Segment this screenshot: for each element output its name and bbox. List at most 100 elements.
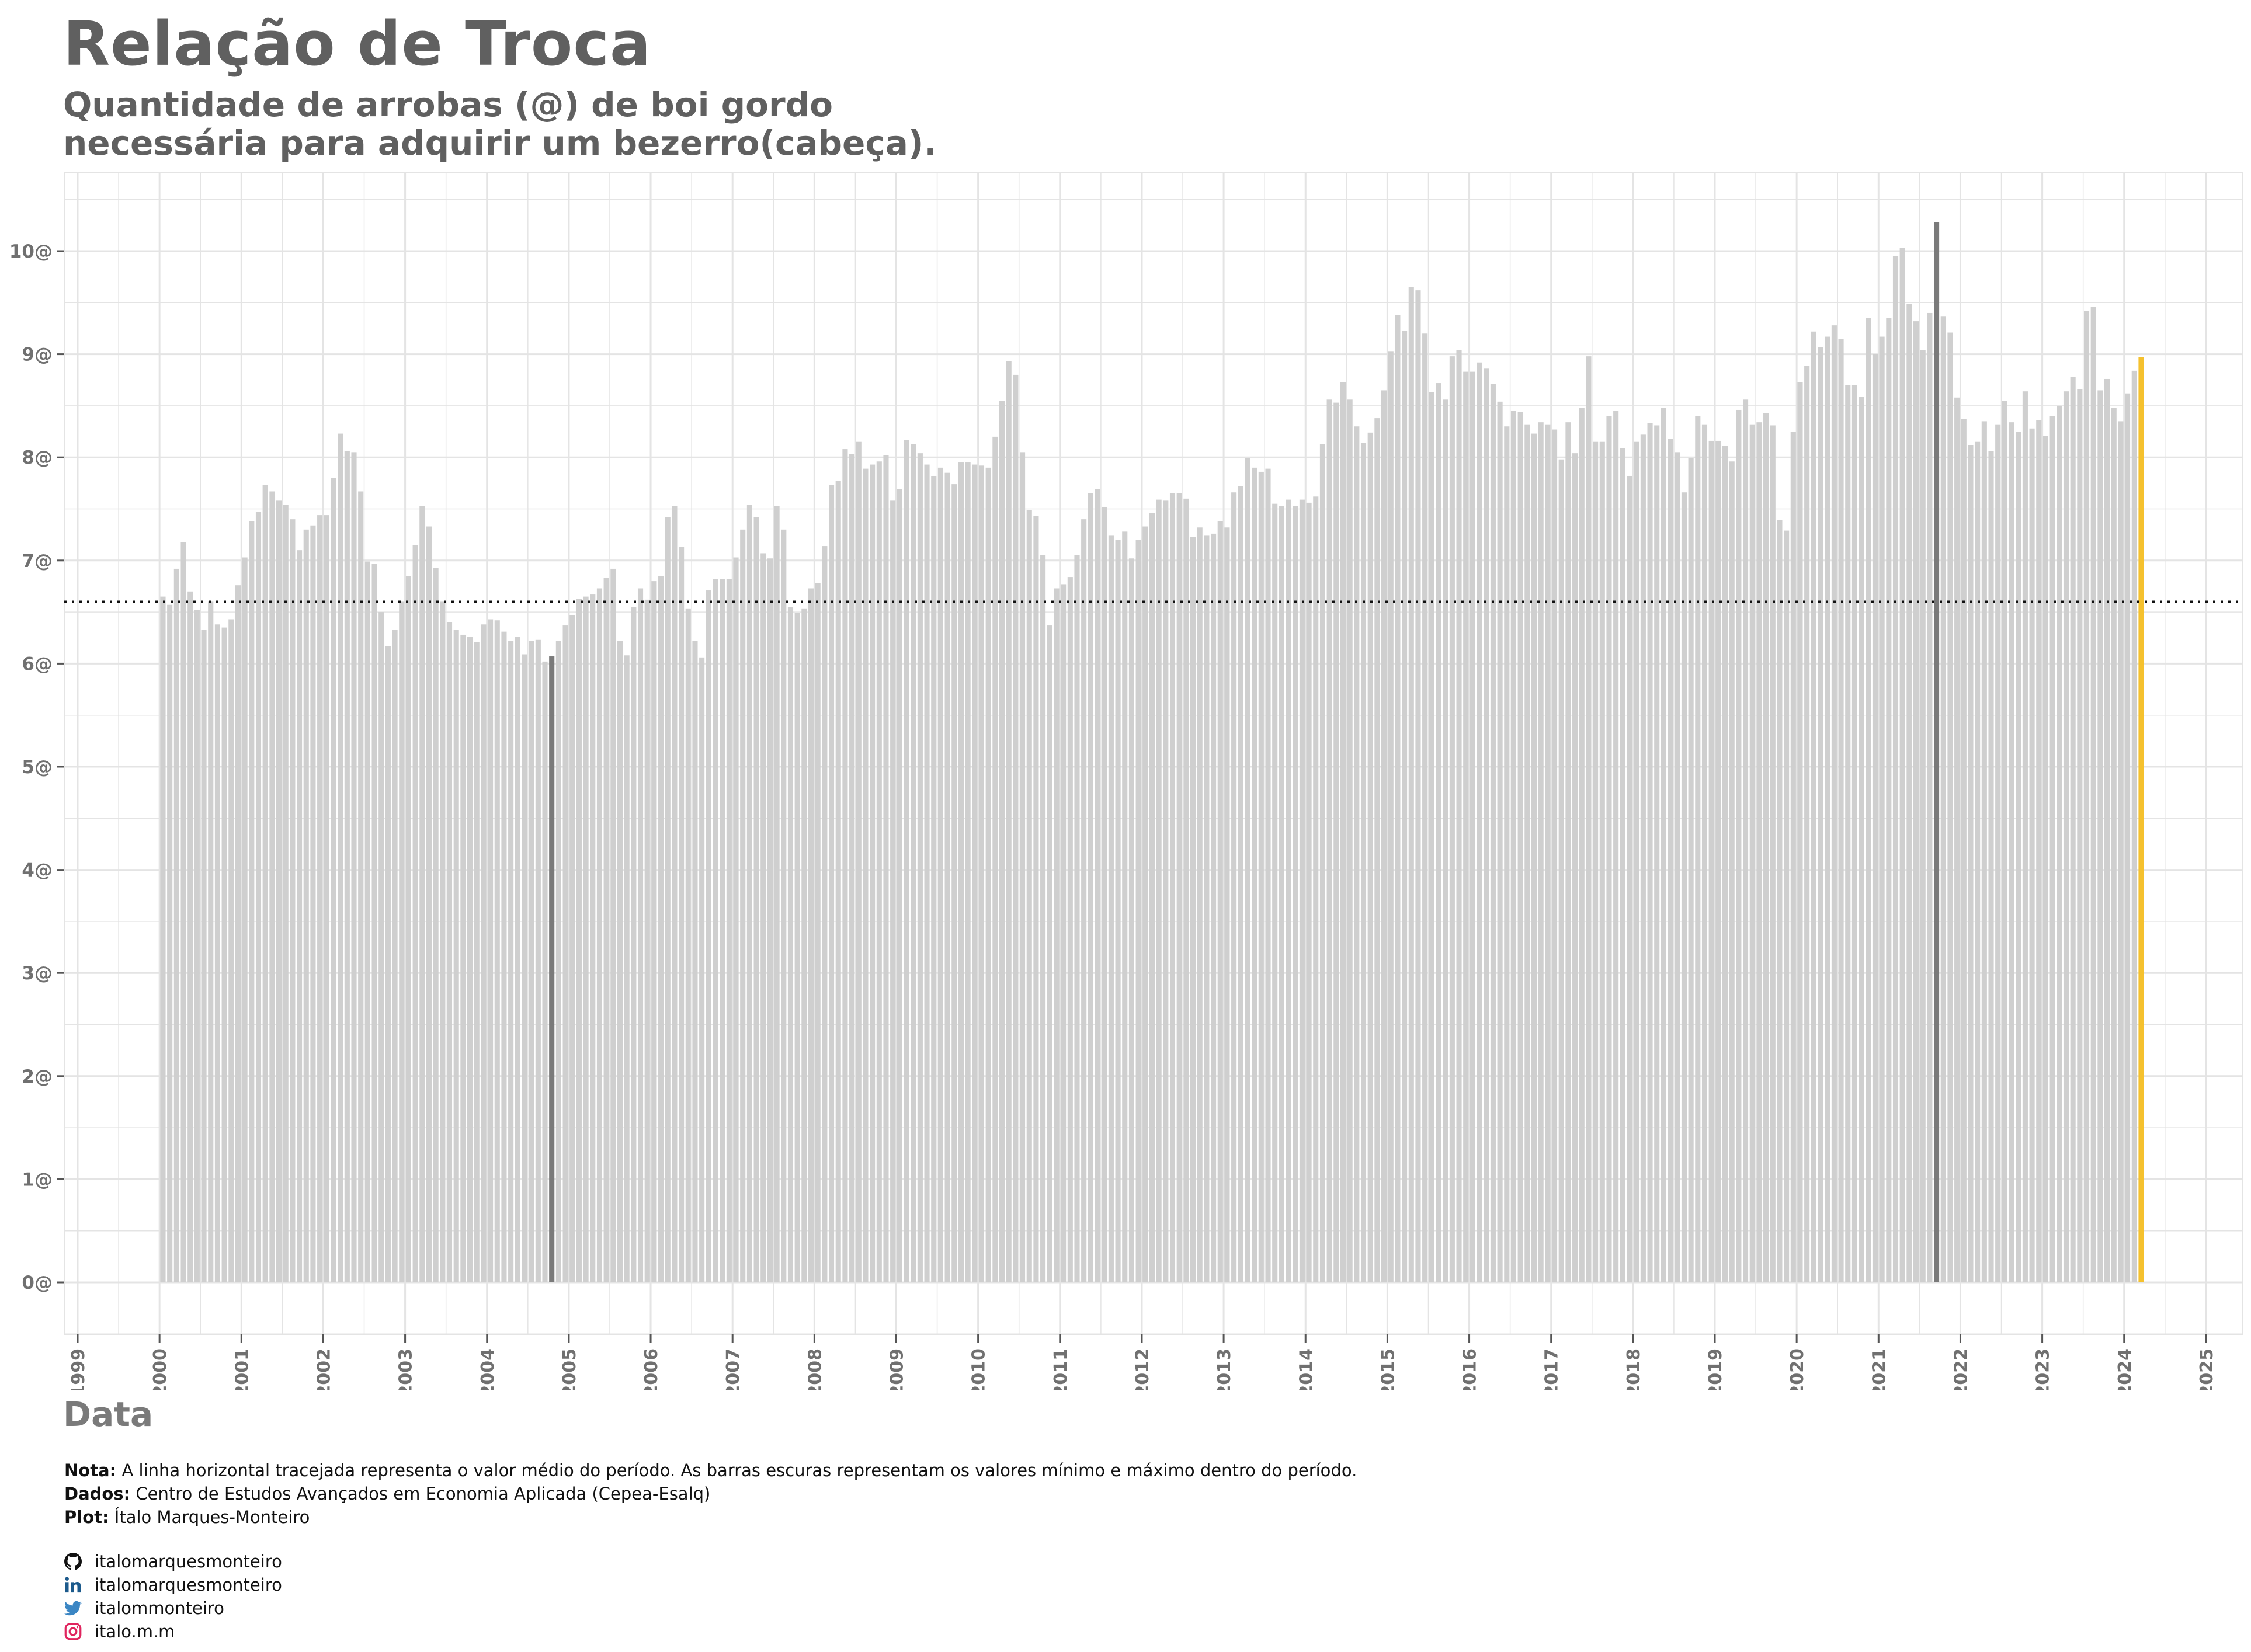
bar <box>426 526 432 1282</box>
bar <box>446 622 453 1282</box>
x-tick-label: 2001 <box>232 1348 252 1390</box>
bar <box>317 515 323 1283</box>
bar <box>1333 402 1339 1282</box>
github-icon <box>64 1553 82 1570</box>
bar <box>1599 441 1605 1283</box>
bar <box>1510 411 1517 1282</box>
bar <box>535 639 541 1282</box>
github-handle: italomarquesmonteiro <box>95 1552 282 1571</box>
bar <box>440 601 446 1282</box>
bar <box>2104 378 2110 1282</box>
x-tick-label: 2002 <box>314 1348 334 1390</box>
bar <box>2002 401 2007 1282</box>
bar <box>1797 382 1803 1282</box>
bar <box>1524 424 1530 1282</box>
bar <box>310 525 316 1282</box>
bar <box>1831 325 1837 1282</box>
note-text: A linha horizontal tracejada representa … <box>121 1460 1357 1480</box>
bar <box>1845 385 1851 1282</box>
bar <box>1429 392 1434 1282</box>
bar <box>1293 506 1298 1282</box>
bar <box>1067 577 1073 1282</box>
bar <box>529 641 534 1282</box>
bar <box>1668 439 1673 1282</box>
bar <box>1272 503 1278 1283</box>
bar <box>1975 441 1981 1283</box>
bar <box>1763 413 1769 1283</box>
bar <box>828 485 835 1282</box>
bar <box>1661 408 1666 1282</box>
bar <box>1517 412 1523 1282</box>
bar <box>760 553 766 1282</box>
bar <box>351 452 357 1282</box>
social-github[interactable]: italomarquesmonteiro <box>64 1550 282 1573</box>
instagram-icon <box>64 1623 82 1640</box>
bar <box>1790 432 1796 1282</box>
bar-latest <box>2138 357 2144 1283</box>
bars-group <box>160 222 2144 1283</box>
bar <box>931 475 937 1282</box>
bar <box>1122 531 1128 1282</box>
bar <box>1142 526 1148 1282</box>
y-tick-label: 6@ <box>22 653 53 674</box>
bar <box>1565 422 1571 1282</box>
bar <box>255 512 262 1282</box>
bar <box>1613 411 1619 1282</box>
x-tick-label: 2015 <box>1378 1348 1398 1390</box>
bar <box>378 612 384 1282</box>
x-tick-label: 2024 <box>2115 1348 2135 1390</box>
bar <box>1688 458 1694 1282</box>
y-tick-label: 3@ <box>22 963 53 984</box>
bar <box>603 578 609 1282</box>
bar <box>1770 425 1776 1282</box>
social-linkedin[interactable]: italomarquesmonteiro <box>64 1573 282 1597</box>
bar <box>522 654 527 1282</box>
bar <box>290 519 296 1283</box>
bar <box>1913 321 1919 1282</box>
bar <box>1736 409 1742 1282</box>
bar <box>1681 492 1687 1282</box>
bar <box>958 462 964 1282</box>
bar <box>1020 452 1026 1282</box>
bar <box>631 607 637 1282</box>
bar <box>508 641 514 1282</box>
bar-chart: 0@ 1@ 2@ 3@ 4@ 5@ 6@ 7@ 8@ 9@ 10@ 1999 2000 2001 2002… <box>9 172 2243 1390</box>
social-twitter[interactable]: italommonteiro <box>64 1597 282 1620</box>
bar <box>1374 418 1380 1282</box>
bar <box>1838 339 1844 1282</box>
bar <box>542 661 548 1282</box>
bar <box>331 478 336 1282</box>
data-source-line: Dados: Centro de Estudos Avançados em Ec… <box>64 1482 1357 1505</box>
bar <box>740 529 746 1282</box>
x-tick-label: 2003 <box>396 1348 416 1390</box>
bar <box>911 444 916 1283</box>
bar <box>596 588 603 1283</box>
bar <box>1381 390 1387 1283</box>
bar <box>944 472 950 1283</box>
bar <box>576 599 582 1282</box>
bar <box>1640 434 1646 1282</box>
bar <box>1497 401 1503 1283</box>
bar <box>2057 405 2062 1282</box>
bar <box>494 620 500 1282</box>
bar <box>385 646 391 1282</box>
bar <box>2049 416 2055 1282</box>
bar <box>1579 408 1585 1282</box>
bar <box>358 491 364 1282</box>
social-instagram[interactable]: italo.m.m <box>64 1620 282 1643</box>
bar <box>863 468 869 1282</box>
bar <box>283 505 289 1282</box>
bar <box>501 631 507 1282</box>
bar <box>1204 535 1210 1282</box>
bar <box>1415 290 1421 1282</box>
bar <box>1149 513 1155 1283</box>
bar <box>951 484 957 1283</box>
bar <box>1722 446 1728 1283</box>
bar <box>1538 422 1544 1282</box>
bar <box>1818 347 1823 1282</box>
bar <box>344 451 350 1282</box>
bar <box>1135 540 1141 1282</box>
bar <box>685 608 691 1282</box>
chart-title: Relação de Troca <box>63 8 652 79</box>
bar <box>1313 496 1319 1282</box>
